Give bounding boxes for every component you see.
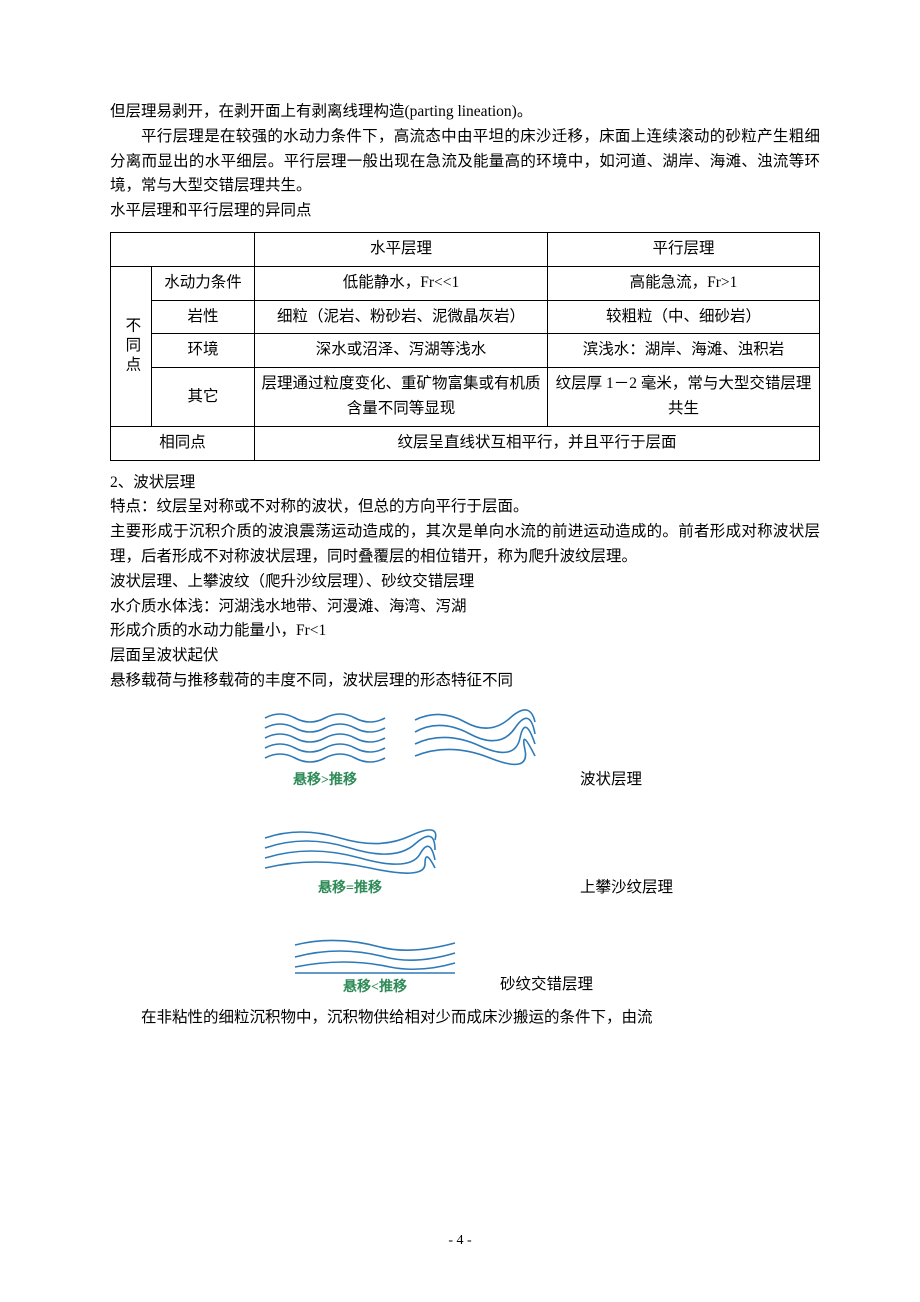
section2-p7: 悬移载荷与推移载荷的丰度不同，波状层理的形态特征不同 <box>110 669 820 694</box>
section2-p3: 波状层理、上攀波纹（爬升沙纹层理）、砂纹交错层理 <box>110 570 820 595</box>
cell: 较粗粒（中、细砂岩） <box>548 300 820 334</box>
cell: 细粒（泥岩、粉砂岩、泥微晶灰岩） <box>255 300 548 334</box>
wave-diagram-3 <box>290 935 460 977</box>
section2-p1: 特点：纹层呈对称或不对称的波状，但总的方向平行于层面。 <box>110 495 820 520</box>
row-label: 其它 <box>152 368 255 427</box>
row-label: 环境 <box>152 334 255 368</box>
page-number: - 4 - <box>0 1230 920 1252</box>
wave-diagram-1-left <box>260 708 390 768</box>
comparison-table: 水平层理 平行层理 不同点 水动力条件 低能静水，Fr<<1 高能急流，Fr>1… <box>110 232 820 461</box>
cell: 层理通过粒度变化、重矿物富集或有机质含量不同等显现 <box>255 368 548 427</box>
cell: 滨浅水：湖岸、海滩、浊积岩 <box>548 334 820 368</box>
wave-icon <box>260 828 440 876</box>
same-label: 相同点 <box>111 426 255 460</box>
cell: 高能急流，Fr>1 <box>548 266 820 300</box>
diagram2-label: 上攀沙纹层理 <box>580 876 673 901</box>
section2-p4: 水介质水体浅：河湖浅水地带、河漫滩、海湾、泻湖 <box>110 595 820 620</box>
cell: 深水或沼泽、泻湖等浅水 <box>255 334 548 368</box>
col-header-2: 平行层理 <box>548 232 820 266</box>
wave-icon <box>410 708 540 768</box>
diagram3-caption: 悬移<推移 <box>290 977 460 999</box>
cell: 纹层厚 1－2 毫米，常与大型交错层理共生 <box>548 368 820 427</box>
cell: 纹层呈直线状互相平行，并且平行于层面 <box>255 426 820 460</box>
cell: 低能静水，Fr<<1 <box>255 266 548 300</box>
col-header-1: 水平层理 <box>255 232 548 266</box>
wave-icon <box>260 708 390 768</box>
diagram1-label: 波状层理 <box>580 768 642 793</box>
table-row: 其它 层理通过粒度变化、重矿物富集或有机质含量不同等显现 纹层厚 1－2 毫米，… <box>111 368 820 427</box>
paragraph-2: 平行层理是在较强的水动力条件下，高流态中由平坦的床沙迁移，床面上连续滚动的砂粒产… <box>110 125 820 199</box>
diagram1-caption: 悬移>推移 <box>260 770 390 792</box>
diagram3-label: 砂纹交错层理 <box>500 973 593 998</box>
paragraph-3: 水平层理和平行层理的异同点 <box>110 199 820 224</box>
table-row: 水平层理 平行层理 <box>111 232 820 266</box>
section2-p2: 主要形成于沉积介质的波浪震荡运动造成的，其次是单向水流的前进运动造成的。前者形成… <box>110 520 820 570</box>
section2-title: 2、波状层理 <box>110 471 820 496</box>
wave-icon <box>290 935 460 977</box>
table-row: 不同点 水动力条件 低能静水，Fr<<1 高能急流，Fr>1 <box>111 266 820 300</box>
paragraph-1: 但层理易剥开，在剥开面上有剥离线理构造(parting lineation)。 <box>110 100 820 125</box>
row-label: 岩性 <box>152 300 255 334</box>
diff-label: 不同点 <box>111 266 152 426</box>
table-row: 环境 深水或沼泽、泻湖等浅水 滨浅水：湖岸、海滩、浊积岩 <box>111 334 820 368</box>
section2-p6: 层面呈波状起伏 <box>110 644 820 669</box>
bottom-paragraph: 在非粘性的细粒沉积物中，沉积物供给相对少而成床沙搬运的条件下，由流 <box>110 1006 820 1031</box>
section2-p5: 形成介质的水动力能量小，Fr<1 <box>110 619 820 644</box>
row-label: 水动力条件 <box>152 266 255 300</box>
table-row: 岩性 细粒（泥岩、粉砂岩、泥微晶灰岩） 较粗粒（中、细砂岩） <box>111 300 820 334</box>
table-row: 相同点 纹层呈直线状互相平行，并且平行于层面 <box>111 426 820 460</box>
diagram2-caption: 悬移=推移 <box>260 878 440 900</box>
wave-diagram-1-right <box>410 708 540 768</box>
wave-diagram-2 <box>260 828 820 876</box>
